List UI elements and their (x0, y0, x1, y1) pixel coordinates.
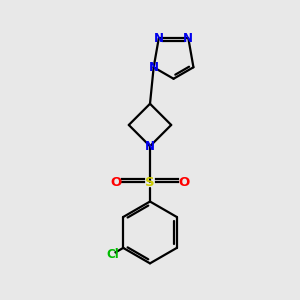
Text: O: O (110, 176, 122, 189)
Text: N: N (183, 32, 193, 45)
Text: O: O (178, 176, 190, 189)
Text: N: N (149, 61, 159, 74)
Text: Cl: Cl (106, 248, 119, 261)
Text: S: S (145, 176, 155, 189)
Text: N: N (145, 140, 155, 153)
Text: N: N (154, 32, 164, 45)
